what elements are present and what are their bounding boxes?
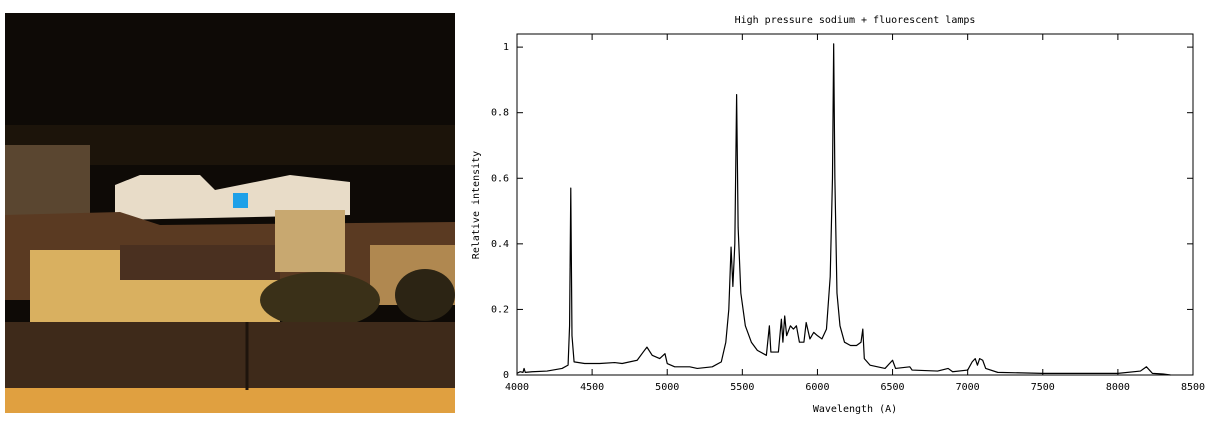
sample-square: [233, 193, 248, 208]
house: [275, 210, 345, 272]
x-tick-label: 6500: [881, 382, 905, 393]
y-tick-label: 0: [503, 370, 509, 381]
y-tick-label: 1: [503, 42, 509, 53]
photo: [5, 13, 455, 413]
x-tick-label: 4000: [505, 382, 529, 393]
x-tick-label: 8000: [1106, 382, 1130, 393]
x-tick-label: 5500: [730, 382, 754, 393]
lit-wall: [5, 388, 455, 413]
tree: [260, 272, 380, 328]
y-tick-label: 0.8: [491, 108, 509, 119]
x-axis-label: Wavelength (A): [813, 404, 897, 415]
tree: [395, 269, 455, 321]
x-tick-label: 8500: [1181, 382, 1205, 393]
y-axis-label: Relative intensity: [471, 151, 482, 259]
y-tick-label: 0.6: [491, 173, 509, 184]
y-tick-label: 0.4: [491, 239, 509, 250]
x-tick-label: 7000: [956, 382, 980, 393]
spectrum-line: [516, 43, 1171, 376]
chart-title: High pressure sodium + fluorescent lamps: [735, 15, 976, 26]
x-tick-label: 4500: [580, 382, 604, 393]
x-tick-label: 7500: [1031, 382, 1055, 393]
white-houses: [115, 175, 350, 220]
x-tick-label: 6000: [805, 382, 829, 393]
y-tick-label: 0.2: [491, 304, 509, 315]
roof: [120, 245, 280, 280]
plot-frame: [516, 33, 1194, 376]
foreground-roof: [5, 322, 455, 390]
x-tick-label: 5000: [655, 382, 679, 393]
